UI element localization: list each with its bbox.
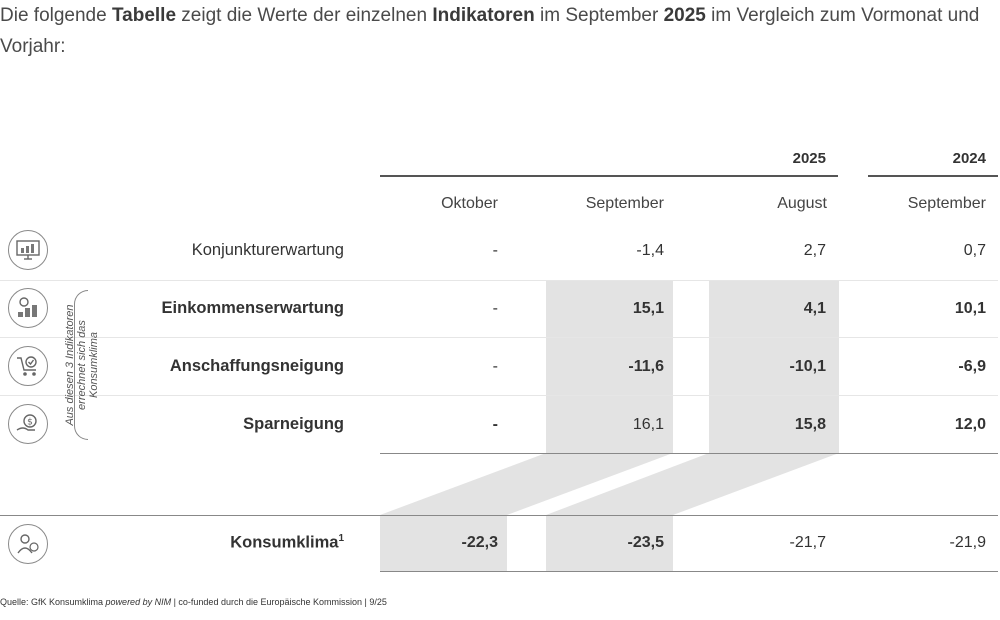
intro-bold: Indikatoren bbox=[432, 5, 535, 26]
cell: -22,3 bbox=[461, 534, 498, 551]
cell: 0,7 bbox=[963, 242, 986, 259]
cell: -10,1 bbox=[789, 358, 826, 375]
col-header-september-2024: September bbox=[907, 195, 986, 212]
section-rule bbox=[380, 453, 998, 454]
header-rule-2024 bbox=[868, 175, 998, 177]
header-rule-2025 bbox=[380, 175, 838, 177]
cell: -21,7 bbox=[789, 534, 826, 551]
svg-text:$: $ bbox=[27, 418, 33, 428]
cell: - bbox=[492, 242, 498, 259]
shade-connector bbox=[380, 453, 850, 515]
col-header-oktober: Oktober bbox=[441, 195, 498, 212]
cell: -23,5 bbox=[627, 534, 664, 551]
row-divider bbox=[0, 337, 998, 338]
shade-august-top bbox=[709, 280, 839, 453]
shopping-cart-icon bbox=[8, 346, 48, 386]
source-note: Quelle: GfK Konsumklima powered by NIM |… bbox=[0, 597, 387, 607]
people-icon bbox=[8, 524, 48, 564]
intro-part: zeigt die Werte der einzelnen bbox=[176, 5, 433, 26]
row-label-konjunkturerwartung: Konjunkturerwartung bbox=[191, 241, 344, 259]
col-header-august: August bbox=[777, 195, 827, 212]
row-label-konsumklima: Konsumklima1 bbox=[94, 533, 344, 553]
intro-part: im Vergleich zum Vormonat und Vorjahr: bbox=[0, 5, 980, 57]
cell: 15,1 bbox=[632, 300, 664, 317]
intro-text: Die folgende Tabelle zeigt die Werte der… bbox=[0, 0, 990, 62]
cell: - bbox=[492, 416, 498, 433]
intro-part: im September bbox=[534, 5, 664, 26]
footnote-marker: 1 bbox=[338, 533, 344, 544]
shade-september-bottom bbox=[546, 515, 673, 571]
monitor-chart-icon bbox=[8, 230, 48, 270]
intro-bold: Tabelle bbox=[111, 5, 177, 26]
cell: 16,1 bbox=[632, 416, 664, 433]
intro-part: Die folgende bbox=[0, 5, 112, 26]
cell: 4,1 bbox=[803, 300, 826, 317]
cell: -6,9 bbox=[958, 358, 986, 375]
cell: 12,0 bbox=[954, 416, 986, 433]
source-italic: powered by NIM bbox=[105, 597, 172, 607]
shade-oktober-bottom bbox=[380, 515, 507, 571]
year-2024-header: 2024 bbox=[952, 150, 986, 167]
row-label-anschaffungsneigung: Anschaffungsneigung bbox=[169, 357, 344, 375]
coins-icon bbox=[8, 288, 48, 328]
col-header-september-2025: September bbox=[585, 195, 664, 212]
konsumklima-text: Konsumklima bbox=[230, 533, 339, 552]
intro-bold: 2025 bbox=[663, 5, 706, 26]
cell: -11,6 bbox=[628, 358, 664, 375]
row-divider bbox=[0, 280, 998, 281]
cell: - bbox=[492, 358, 498, 375]
summary-top-rule bbox=[0, 515, 998, 516]
shade-september-top bbox=[546, 280, 673, 453]
cell: -1,4 bbox=[636, 242, 664, 259]
source-text: | co-funded durch die Europäische Kommis… bbox=[171, 597, 387, 607]
cell: 10,1 bbox=[954, 300, 986, 317]
row-label-sparneigung: Sparneigung bbox=[243, 415, 344, 433]
cell: 15,8 bbox=[794, 416, 826, 433]
row-label-einkommenserwartung: Einkommenserwartung bbox=[161, 299, 344, 317]
money-bag-hand-icon: $ bbox=[8, 404, 48, 444]
source-text: Quelle: GfK Konsumklima bbox=[0, 597, 106, 607]
year-2025-header: 2025 bbox=[792, 150, 826, 167]
cell: - bbox=[492, 300, 498, 317]
cell: 2,7 bbox=[803, 242, 826, 259]
row-divider bbox=[0, 395, 998, 396]
summary-bottom-rule bbox=[380, 571, 998, 572]
cell: -21,9 bbox=[949, 534, 986, 551]
